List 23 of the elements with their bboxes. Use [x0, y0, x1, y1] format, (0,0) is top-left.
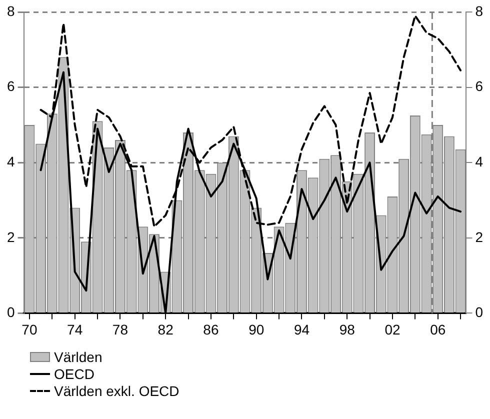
x-tick-label: 98: [339, 321, 356, 338]
legend-label: Världen: [54, 348, 102, 364]
x-tick-label: 78: [112, 321, 128, 338]
y-tick-label: 2: [475, 228, 484, 245]
y2-tick-label: 0: [6, 304, 15, 320]
x-tick-label: 86: [203, 321, 219, 338]
legend-label: Världen exkl. OECD: [54, 382, 180, 398]
y-tick-label: 8: [475, 2, 484, 19]
legend-label: OECD: [54, 366, 94, 382]
x-tick-label: 90: [248, 321, 264, 338]
x-tick-label: 94: [294, 321, 310, 338]
x-tick-label: 70: [22, 321, 38, 338]
y-tick-label: 0: [475, 304, 484, 320]
y2-tick-label: 6: [6, 78, 15, 94]
x-tick-label: 06: [430, 321, 446, 338]
x-tick-label: 74: [67, 321, 83, 338]
y-tick-label: 4: [475, 153, 484, 170]
y2-tick-label: 2: [6, 228, 15, 245]
y2-tick-label: 8: [6, 2, 15, 19]
y2-tick-label: 4: [6, 153, 15, 170]
x-tick-label: 82: [158, 321, 174, 338]
x-tick-label: 02: [384, 321, 400, 338]
y-tick-label: 6: [475, 78, 484, 94]
